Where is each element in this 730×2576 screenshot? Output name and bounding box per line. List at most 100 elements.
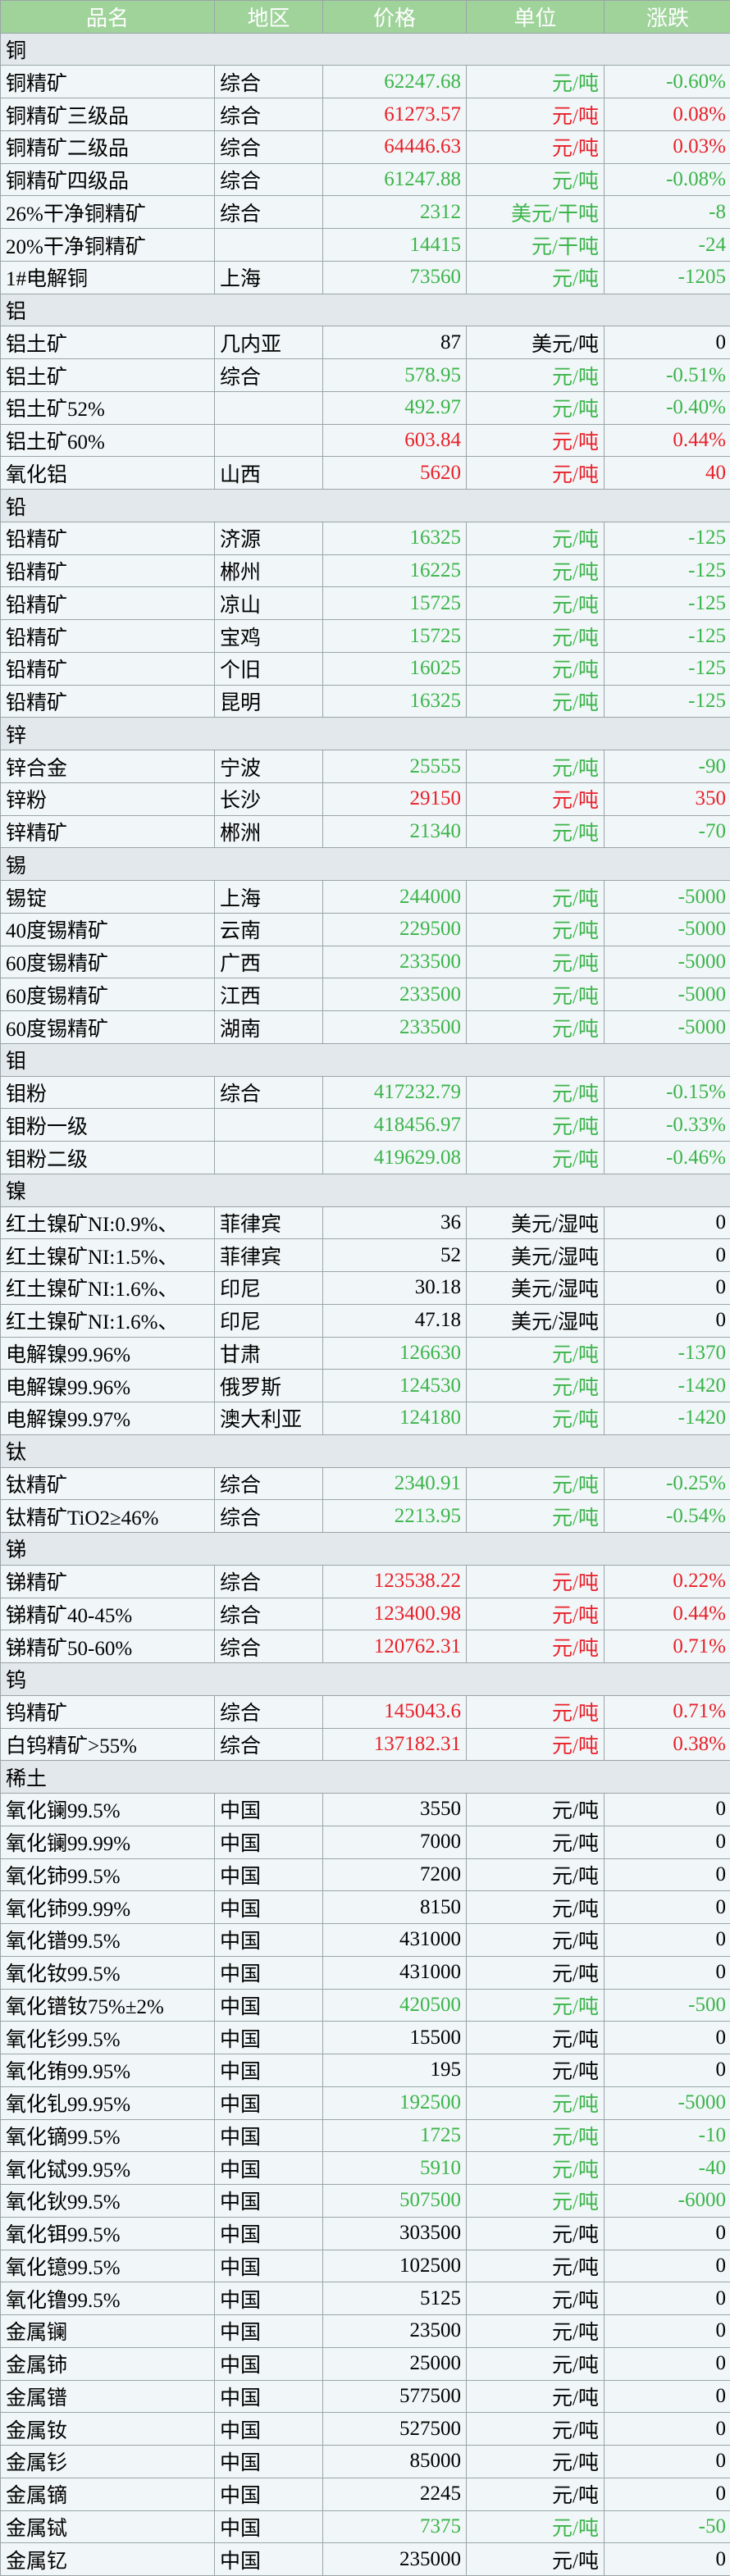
header-cell: 地区: [215, 1, 322, 33]
region-cell: 中国: [215, 1826, 322, 1858]
name-cell: 铜精矿: [1, 66, 214, 98]
unit-cell: 元/吨: [467, 978, 604, 1011]
region-cell: 菲律宾: [215, 1239, 322, 1272]
name-cell: 氧化镨钕75%±2%: [1, 1989, 214, 2022]
section-title: 稀土: [1, 1761, 730, 1794]
name-cell: 金属铈: [1, 2347, 214, 2380]
name-cell: 白钨精矿>55%: [1, 1728, 214, 1761]
unit-cell: 元/吨: [467, 1956, 604, 1989]
price-cell: 1725: [323, 2119, 466, 2152]
region-cell: 中国: [215, 1924, 322, 1956]
region-cell: 中国: [215, 2543, 322, 2575]
name-cell: 锑精矿50-60%: [1, 1630, 214, 1663]
name-cell: 铅精矿: [1, 685, 214, 718]
change-cell: 0: [605, 1858, 730, 1891]
header-cell: 价格: [323, 1, 466, 33]
region-cell: 中国: [215, 2152, 322, 2185]
change-cell: -5000: [605, 1011, 730, 1043]
unit-cell: 元/吨: [467, 782, 604, 815]
unit-cell: 元/吨: [467, 359, 604, 391]
name-cell: 铝土矿52%: [1, 391, 214, 424]
region-cell: 综合: [215, 1630, 322, 1663]
unit-cell: 元/吨: [467, 685, 604, 718]
change-cell: 0.38%: [605, 1728, 730, 1761]
region-cell: 中国: [215, 1794, 322, 1826]
name-cell: 金属镝: [1, 2478, 214, 2510]
name-cell: 1#电解铜: [1, 261, 214, 294]
price-cell: 16025: [323, 652, 466, 685]
unit-cell: 元/吨: [467, 1598, 604, 1630]
name-cell: 氧化镧99.5%: [1, 1794, 214, 1826]
section-title: 铝: [1, 294, 730, 326]
unit-cell: 元/吨: [467, 2347, 604, 2380]
section-title: 锑: [1, 1533, 730, 1565]
region-cell: 综合: [215, 1598, 322, 1630]
unit-cell: 元/吨: [467, 1565, 604, 1598]
region-cell: 中国: [215, 2022, 322, 2054]
unit-cell: 元/吨: [467, 2315, 604, 2347]
region-cell: [215, 229, 322, 261]
unit-cell: 元/吨: [467, 1794, 604, 1826]
region-cell: 中国: [215, 2086, 322, 2119]
name-cell: 铝土矿60%: [1, 424, 214, 457]
region-cell: 中国: [215, 2347, 322, 2380]
price-cell: 431000: [323, 1956, 466, 1989]
section-title: 铜: [1, 33, 730, 66]
unit-cell: 元/吨: [467, 130, 604, 163]
unit-cell: 元/吨: [467, 1728, 604, 1761]
price-cell: 3550: [323, 1794, 466, 1826]
name-cell: 氧化镥99.5%: [1, 2282, 214, 2315]
price-cell: 61273.57: [323, 98, 466, 130]
region-cell: 中国: [215, 2217, 322, 2250]
change-cell: -6000: [605, 2185, 730, 2217]
change-cell: 0.03%: [605, 130, 730, 163]
name-cell: 氧化镱99.5%: [1, 2250, 214, 2282]
region-cell: 中国: [215, 2380, 322, 2413]
region-cell: 个旧: [215, 652, 322, 685]
price-cell: 5620: [323, 457, 466, 490]
unit-cell: 元/吨: [467, 163, 604, 196]
unit-cell: 元/吨: [467, 2413, 604, 2445]
name-cell: 氧化铕99.95%: [1, 2054, 214, 2086]
region-cell: 中国: [215, 2478, 322, 2510]
name-cell: 锌精矿: [1, 815, 214, 848]
price-cell: 25555: [323, 750, 466, 782]
price-cell: 145043.6: [323, 1695, 466, 1728]
change-cell: -5000: [605, 2086, 730, 2119]
price-cell: 123400.98: [323, 1598, 466, 1630]
price-cell: 25000: [323, 2347, 466, 2380]
name-cell: 铝土矿: [1, 326, 214, 359]
price-cell: 23500: [323, 2315, 466, 2347]
price-cell: 195: [323, 2054, 466, 2086]
region-cell: 山西: [215, 457, 322, 490]
name-cell: 氧化铝: [1, 457, 214, 490]
unit-cell: 元/吨: [467, 391, 604, 424]
unit-cell: 元/吨: [467, 1402, 604, 1434]
change-cell: -0.08%: [605, 163, 730, 196]
price-cell: 137182.31: [323, 1728, 466, 1761]
change-cell: 0.08%: [605, 98, 730, 130]
price-cell: 431000: [323, 1924, 466, 1956]
name-cell: 铅精矿: [1, 620, 214, 652]
price-cell: 603.84: [323, 424, 466, 457]
change-cell: -50: [605, 2510, 730, 2543]
section-title: 锌: [1, 718, 730, 750]
change-cell: 0.44%: [605, 424, 730, 457]
region-cell: 中国: [215, 2119, 322, 2152]
region-cell: 几内亚: [215, 326, 322, 359]
name-cell: 红土镍矿NI:1.5%、: [1, 1239, 214, 1272]
header-cell: 品名: [1, 1, 214, 33]
change-cell: -0.33%: [605, 1109, 730, 1142]
unit-cell: 元/吨: [467, 815, 604, 848]
unit-cell: 元/吨: [467, 98, 604, 130]
change-cell: 0: [605, 2446, 730, 2478]
unit-cell: 元/吨: [467, 2510, 604, 2543]
price-cell: 85000: [323, 2446, 466, 2478]
unit-cell: 元/吨: [467, 1142, 604, 1174]
region-cell: 俄罗斯: [215, 1370, 322, 1402]
name-cell: 钛精矿TiO2≥46%: [1, 1500, 214, 1533]
price-cell: 126630: [323, 1337, 466, 1370]
unit-cell: 元/吨: [467, 1630, 604, 1663]
unit-cell: 元/吨: [467, 2022, 604, 2054]
